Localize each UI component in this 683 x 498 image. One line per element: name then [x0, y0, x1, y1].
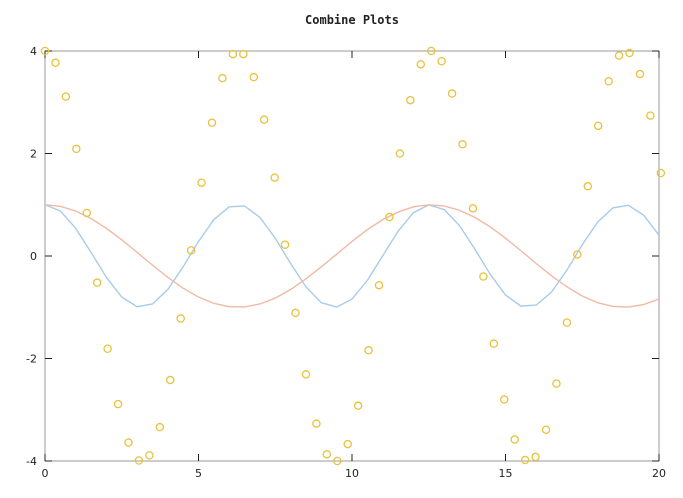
chart-title: Combine Plots: [305, 13, 399, 27]
scatter-point: [186, 246, 196, 255]
scatter-point: [583, 182, 593, 191]
scatter-point: [353, 401, 363, 410]
scatter-point: [458, 140, 467, 149]
y-tick-label: 0: [30, 250, 37, 263]
scatter-point: [51, 58, 60, 68]
scatter-point: [113, 399, 123, 409]
scatter-point: [656, 168, 666, 178]
scatter-point: [92, 278, 102, 287]
scatter-point: [604, 76, 613, 86]
scatter-point: [625, 48, 634, 58]
series-line-1: [44, 204, 660, 308]
x-tick-label: 0: [42, 467, 49, 480]
series-line-2: [44, 204, 660, 308]
scatter-point: [552, 379, 561, 388]
scatter-point: [218, 73, 227, 83]
scatter-point: [593, 121, 603, 131]
scatter-point: [291, 308, 300, 318]
scatter-point: [635, 69, 645, 79]
y-tick-label: 2: [30, 148, 37, 161]
scatter-point: [312, 419, 321, 428]
scatter-point: [489, 339, 499, 348]
x-tick-label: 10: [345, 467, 359, 480]
scatter-point: [531, 452, 540, 462]
scatter-point: [437, 57, 446, 66]
scatter-point: [426, 46, 436, 56]
x-tick-label: 15: [499, 467, 513, 480]
scatter-point: [343, 439, 352, 449]
scatter-point: [468, 204, 478, 213]
scatter-series: [40, 46, 666, 466]
scatter-point: [500, 395, 509, 404]
scatter-point: [259, 115, 269, 124]
scatter-point: [385, 212, 394, 222]
scatter-point: [72, 144, 81, 154]
scatter-point: [646, 111, 655, 120]
scatter-point: [510, 435, 519, 444]
scatter-point: [61, 92, 71, 101]
scatter-point: [447, 89, 457, 98]
x-tick-label: 20: [652, 467, 666, 480]
scatter-point: [280, 240, 290, 249]
scatter-point: [249, 72, 259, 82]
scatter-point: [364, 346, 373, 355]
scatter-point: [197, 178, 206, 187]
scatter-point: [155, 422, 165, 432]
scatter-point: [416, 60, 426, 69]
scatter-point: [333, 456, 342, 466]
scatter-point: [124, 438, 133, 447]
scatter-point: [228, 49, 238, 59]
scatter-point: [176, 314, 185, 323]
scatter-point: [479, 272, 488, 281]
scatter-point: [406, 95, 415, 105]
series-layer: [40, 46, 666, 466]
scatter-point: [541, 425, 551, 434]
scatter-point: [239, 49, 248, 59]
scatter-point: [103, 344, 112, 354]
scatter-point: [270, 173, 279, 182]
scatter-point: [301, 370, 311, 379]
scatter-point: [322, 450, 332, 459]
scatter-point: [40, 46, 50, 56]
plot-area-frame: [44, 50, 660, 462]
y-tick-label: -2: [26, 353, 37, 366]
scatter-point: [573, 250, 582, 259]
axis-ticks: 0 5 10 15 20 -4 -2 0 2 4: [26, 45, 666, 480]
scatter-point: [166, 375, 175, 385]
scatter-point: [395, 149, 405, 158]
scatter-point: [614, 51, 624, 60]
scatter-point: [562, 318, 572, 327]
x-tick-label: 5: [195, 467, 202, 480]
scatter-point: [520, 455, 530, 465]
scatter-point: [145, 451, 154, 460]
scatter-point: [82, 208, 92, 218]
y-tick-label: -4: [26, 455, 37, 468]
scatter-point: [207, 118, 217, 128]
y-tick-label: 4: [30, 45, 37, 58]
scatter-point: [374, 280, 384, 290]
scatter-point: [134, 456, 144, 465]
